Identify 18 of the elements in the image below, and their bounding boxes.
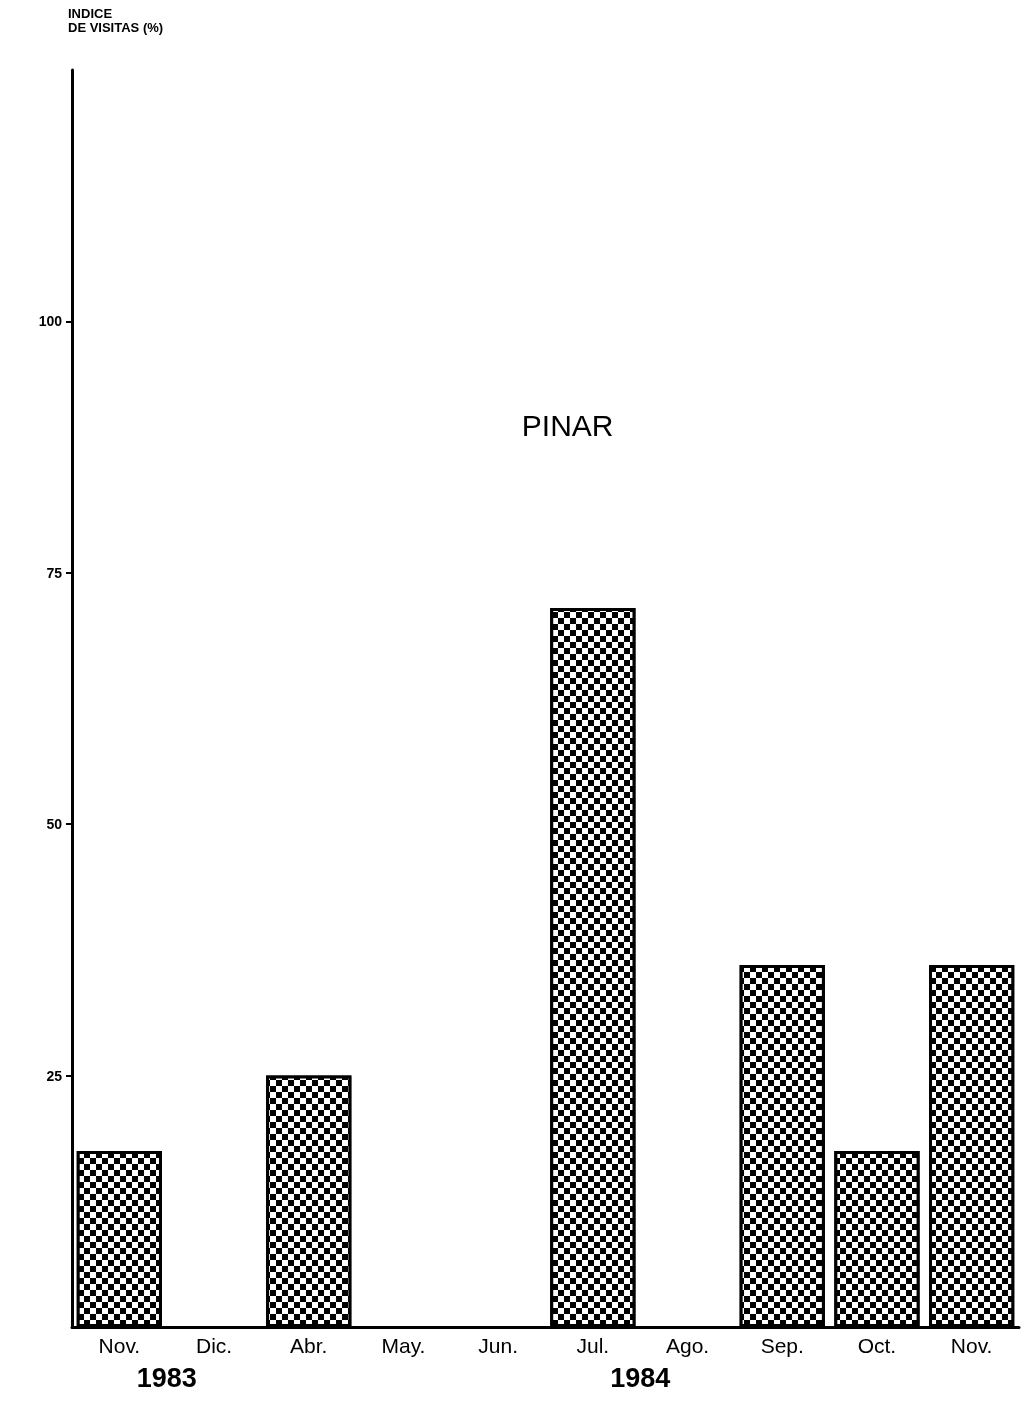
y-tick-label: 75	[46, 564, 63, 581]
x-tick-label: Nov.	[98, 1334, 141, 1357]
text: 1983	[136, 1363, 197, 1393]
x-tick-label: Abr.	[290, 1334, 328, 1357]
x-tick-label: Dic.	[195, 1334, 233, 1357]
x-tick-label: Ago.	[665, 1334, 710, 1357]
y-tick-label: 100	[38, 313, 63, 330]
x-tick-label: Jul.	[576, 1334, 610, 1357]
y-tick-label: 50	[46, 816, 63, 833]
text: 1984	[610, 1363, 671, 1393]
text: PINAR	[521, 408, 614, 442]
x-tick-label: Jun.	[478, 1334, 518, 1357]
y-axis-title: INDICE DE VISITAS (%)	[68, 5, 164, 35]
x-tick-label: Sep.	[760, 1334, 804, 1357]
y-tick-label: 25	[46, 1067, 63, 1084]
x-tick-label: Oct.	[857, 1334, 897, 1357]
x-tick-label: May.	[381, 1334, 426, 1357]
x-tick-label: Nov.	[950, 1334, 993, 1357]
